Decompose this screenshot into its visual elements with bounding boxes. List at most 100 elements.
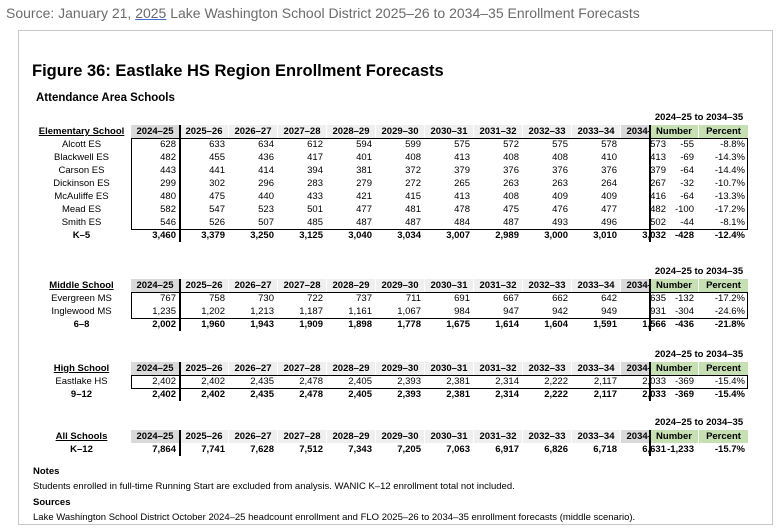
total-value: 2,435 [250, 389, 274, 400]
enrollment-value: 433 [307, 191, 323, 202]
total-value: 1,943 [250, 319, 274, 330]
total-value: 1,960 [201, 319, 225, 330]
total-change-number: -436 [674, 319, 694, 330]
enrollment-value: 475 [209, 191, 225, 202]
change-range-label: 2024–25 to 2034–35 [654, 266, 744, 277]
enrollment-value: 2,222 [544, 376, 568, 387]
table-row: Carson ES 443 441 414 394 381 372 379 376 376 376 3… [0, 164, 782, 177]
enrollment-value: 691 [454, 293, 470, 304]
number-header: Number [650, 430, 698, 443]
enrollment-value: 546 [160, 217, 176, 228]
total-value: 1,591 [593, 319, 617, 330]
change-number: -132 [674, 293, 694, 304]
year-header: 2032–33 [523, 362, 571, 375]
enrollment-value: 379 [650, 165, 666, 176]
enrollment-value: 394 [307, 165, 323, 176]
enrollment-value: 575 [552, 139, 568, 150]
year-header: 2028–29 [327, 279, 375, 292]
change-percent: -15.4% [714, 376, 745, 387]
enrollment-value: 2,314 [495, 376, 519, 387]
percent-header: Percent [699, 430, 748, 443]
change-number: -55 [680, 139, 694, 150]
section-heading: All Schools [55, 431, 108, 442]
notes-heading: Notes [33, 466, 60, 477]
table-row: Evergreen MS 767 758 730 722 737 711 691 667 662 6… [0, 292, 782, 305]
enrollment-value: 2,478 [299, 376, 323, 387]
enrollment-value: 1,235 [152, 306, 176, 317]
year-header: 2025–26 [180, 279, 228, 292]
total-value: 3,032 [642, 230, 666, 241]
percent-header: Percent [699, 279, 748, 292]
enrollment-value: 376 [552, 165, 568, 176]
enrollment-value: 372 [405, 165, 421, 176]
enrollment-value: 633 [209, 139, 225, 150]
total-value: 3,460 [152, 230, 176, 241]
total-row: 6–8 2,002 1,960 1,943 1,909 1,898 1,778 1,675 1,… [0, 318, 782, 331]
enrollment-value: 758 [209, 293, 225, 304]
enrollment-value: 401 [356, 152, 372, 163]
enrollment-value: 283 [307, 178, 323, 189]
total-value: 2,402 [152, 389, 176, 400]
enrollment-value: 455 [209, 152, 225, 163]
enrollment-value: 502 [650, 217, 666, 228]
table-header-row: Middle School 2024–25 2025–26 2026–27 2027–2… [0, 279, 782, 292]
year-header: 2031–32 [474, 430, 522, 443]
total-change-percent: -15.4% [714, 389, 745, 400]
school-name: Dickinson ES [53, 178, 110, 189]
school-name: Eastlake HS [55, 376, 108, 387]
table-row: Mead ES 582 547 523 501 477 481 478 475 476 477 482… [0, 203, 782, 216]
total-value: 1,909 [299, 319, 323, 330]
total-value: 7,741 [201, 444, 225, 455]
total-value: 1,778 [397, 319, 421, 330]
enrollment-value: 487 [503, 217, 519, 228]
enrollment-value: 667 [503, 293, 519, 304]
enrollment-value: 265 [454, 178, 470, 189]
enrollment-value: 947 [503, 306, 519, 317]
source-year-link[interactable]: 2025 [135, 5, 167, 21]
enrollment-value: 417 [307, 152, 323, 163]
enrollment-value: 711 [405, 293, 421, 304]
enrollment-value: 1,067 [397, 306, 421, 317]
source-caption: Source: January 21, 2025 Lake Washington… [6, 5, 640, 21]
enrollment-value: 635 [650, 293, 666, 304]
enrollment-value: 662 [552, 293, 568, 304]
enrollment-value: 263 [552, 178, 568, 189]
total-value: 1,675 [446, 319, 470, 330]
number-header: Number [650, 362, 698, 375]
enrollment-value: 415 [405, 191, 421, 202]
table-header-row: Elementary School 2024–25 2025–26 2026–27 20… [0, 125, 782, 138]
enrollment-value: 477 [601, 204, 617, 215]
change-percent: -14.4% [714, 165, 745, 176]
school-name: Smith ES [61, 217, 102, 228]
total-change-number: -369 [674, 389, 694, 400]
year-header: 2032–33 [523, 430, 571, 443]
year-header: 2030–31 [425, 279, 473, 292]
enrollment-value: 413 [650, 152, 666, 163]
total-value: 1,604 [544, 319, 568, 330]
section-heading: Middle School [49, 280, 114, 291]
enrollment-value: 642 [601, 293, 617, 304]
enrollment-value: 481 [405, 204, 421, 215]
enrollment-value: 730 [258, 293, 274, 304]
year-header: 2033–34 [572, 362, 620, 375]
total-value: 7,063 [446, 444, 470, 455]
total-value: 2,002 [152, 319, 176, 330]
total-value: 3,379 [201, 230, 225, 241]
change-range-label: 2024–25 to 2034–35 [654, 417, 744, 428]
enrollment-value: 482 [650, 204, 666, 215]
enrollment-value: 475 [503, 204, 519, 215]
enrollment-value: 2,405 [348, 376, 372, 387]
enrollment-value: 634 [258, 139, 274, 150]
year-header: 2031–32 [474, 125, 522, 138]
total-value: 2,222 [544, 389, 568, 400]
change-number: -32 [680, 178, 694, 189]
enrollment-value: 476 [552, 204, 568, 215]
year-header: 2027–28 [278, 279, 326, 292]
total-value: 3,040 [348, 230, 372, 241]
enrollment-value: 2,117 [593, 376, 617, 387]
change-percent: -8.8% [720, 139, 745, 150]
total-label: 9–12 [70, 389, 93, 400]
enrollment-value: 547 [209, 204, 225, 215]
year-header: 2024–25 [131, 125, 179, 138]
enrollment-value: 440 [258, 191, 274, 202]
